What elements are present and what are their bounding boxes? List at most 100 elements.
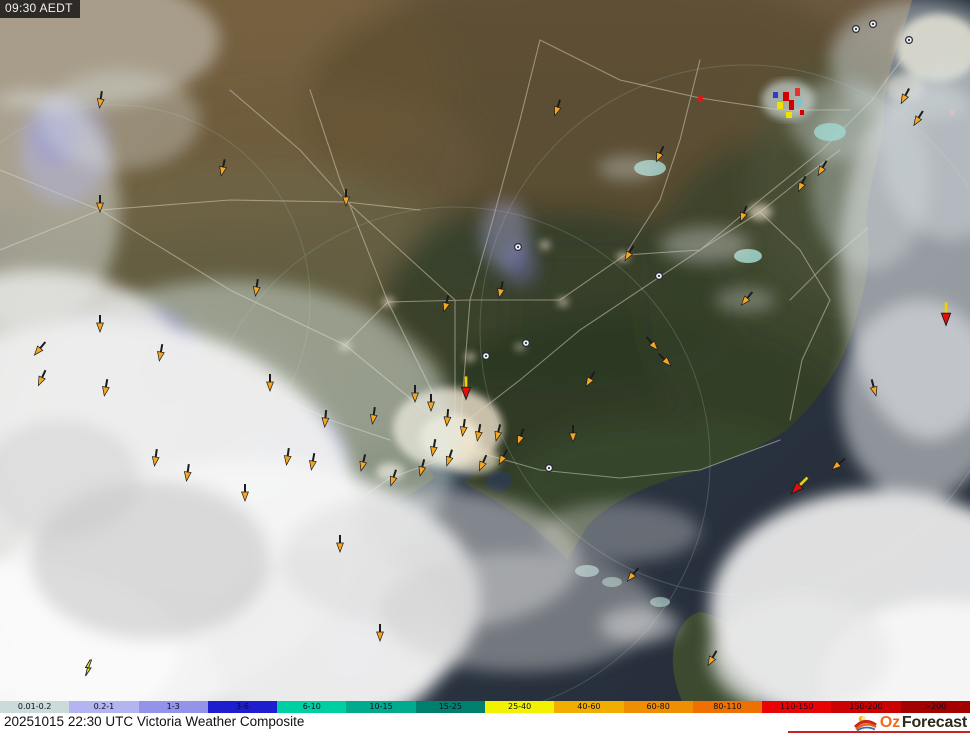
strong-wind-barb-icon [790,476,809,495]
wind-barb-icon [33,341,47,356]
legend-segment: 80-110 [692,701,763,713]
wind-barb-icon [430,439,438,457]
wind-barb-icon [585,371,596,388]
wind-barb-icon [645,336,659,351]
rainfall-legend-bar: 0.01-0.2 0.2-1 1-3 3-6 6-10 10-15 15-25 25-40 40… [0,701,970,713]
wind-barb-icon [658,353,672,367]
wind-barb-icon [283,447,292,466]
wind-barb-icon [900,88,910,105]
footer-bar: 20251015 22:30 UTC Victoria Weather Comp… [0,713,970,733]
wind-barb-icon [498,449,508,466]
wind-barb-icon [475,424,483,442]
wind-barb-icon [478,454,488,472]
legend-segment-label: >200 [924,702,947,711]
wind-barb-icon [445,449,454,467]
wind-barb-icon [913,110,924,127]
wind-barb-icon [459,418,468,437]
wind-barb-icon [494,424,503,442]
ozforecast-logo[interactable]: Oz Forecast [853,713,967,732]
red-alert-marker [698,95,703,102]
wind-barb-icon [389,469,398,487]
legend-segment: 60-80 [623,701,693,713]
legend-segment-label: 0.2-1 [93,702,115,711]
weather-map-image: 09:30 AEDT [0,0,970,713]
wind-barb-icon [655,145,665,163]
legend-segment: 3-6 [207,701,278,713]
wind-barb-icon [553,99,562,117]
wind-barb-icon [411,385,419,403]
weather-station-icon [481,351,491,361]
wind-barb-icon [359,454,368,472]
wind-barb-icon [418,459,427,477]
wind-barb-icon [707,650,718,667]
legend-segment: 6-10 [277,701,347,713]
wind-barb-icon [817,160,828,177]
legend-segment-label: 1-3 [166,702,180,711]
wind-barb-icon [797,175,807,193]
logo-text-forecast: Forecast [901,713,967,731]
wind-barb-icon [241,484,249,502]
weather-station-icon [904,35,914,45]
weather-station-icon [521,338,531,348]
legend-segment: 1-3 [138,701,208,713]
legend-segment: 150-200 [831,701,901,713]
weather-station-icon [544,463,554,473]
weather-marker-layer [33,19,952,677]
weather-station-icon [513,242,523,252]
wind-barb-icon [376,624,384,642]
wind-barb-icon [740,205,748,223]
weather-station-icon [654,271,664,281]
westernport-bay [486,471,512,491]
legend-segment: 0.01-0.2 [0,701,70,713]
wind-barb-icon [321,409,330,428]
legend-segment: 40-60 [554,701,624,713]
legend-segment-label: 6-10 [302,702,321,711]
ozforecast-logo-icon [853,715,877,731]
legend-segment: 25-40 [484,701,555,713]
wind-barb-icon [219,159,227,177]
wind-barb-icon [157,344,165,362]
wind-barb-icon [183,463,192,482]
wind-barb-icon [442,295,451,313]
wind-barb-icon [266,374,274,392]
legend-segment-label: 80-110 [713,702,742,711]
wind-barb-icon [369,406,378,425]
satellite-map-canvas [0,0,970,713]
legend-segment: 0.2-1 [69,701,139,713]
wind-barb-icon [569,425,577,443]
wind-barb-icon [517,428,525,446]
legend-segment-label: 0.01-0.2 [17,702,52,711]
wind-barb-icon [96,195,104,213]
legend-segment: >200 [900,701,970,713]
local-time-overlay: 09:30 AEDT [0,0,80,18]
wind-barb-icon [151,448,160,467]
wind-barb-icon [427,394,435,412]
wind-barb-icon [336,535,344,553]
logo-text-oz: Oz [879,713,900,731]
wind-barb-icon [831,457,846,471]
wind-barb-icon [96,315,104,333]
lightning-strike-icon [84,659,93,677]
strong-wind-barb-icon [940,302,952,327]
wind-barb-icon [869,379,878,397]
weather-station-icon [868,19,878,29]
legend-segment-label: 25-40 [507,702,532,711]
legend-segment-label: 150-200 [849,702,883,711]
legend-segment: 15-25 [415,701,485,713]
cloud-layer [0,0,970,713]
wind-barb-icon [102,379,110,397]
legend-segment-label: 110-150 [780,702,814,711]
composite-caption: 20251015 22:30 UTC Victoria Weather Comp… [4,714,305,729]
wind-barb-icon [497,281,505,299]
wind-barb-icon [626,567,640,582]
logo-underline [788,731,970,733]
wind-barb-icon [96,90,105,109]
wind-barb-icon [309,453,317,471]
wind-barb-icon [624,245,635,262]
legend-segment-label: 60-80 [646,702,670,711]
wind-barb-icon [252,278,261,297]
legend-segment: 10-15 [346,701,416,713]
legend-segment-label: 3-6 [235,702,250,711]
legend-segment-label: 40-60 [577,702,601,711]
strong-wind-barb-icon [460,376,472,401]
